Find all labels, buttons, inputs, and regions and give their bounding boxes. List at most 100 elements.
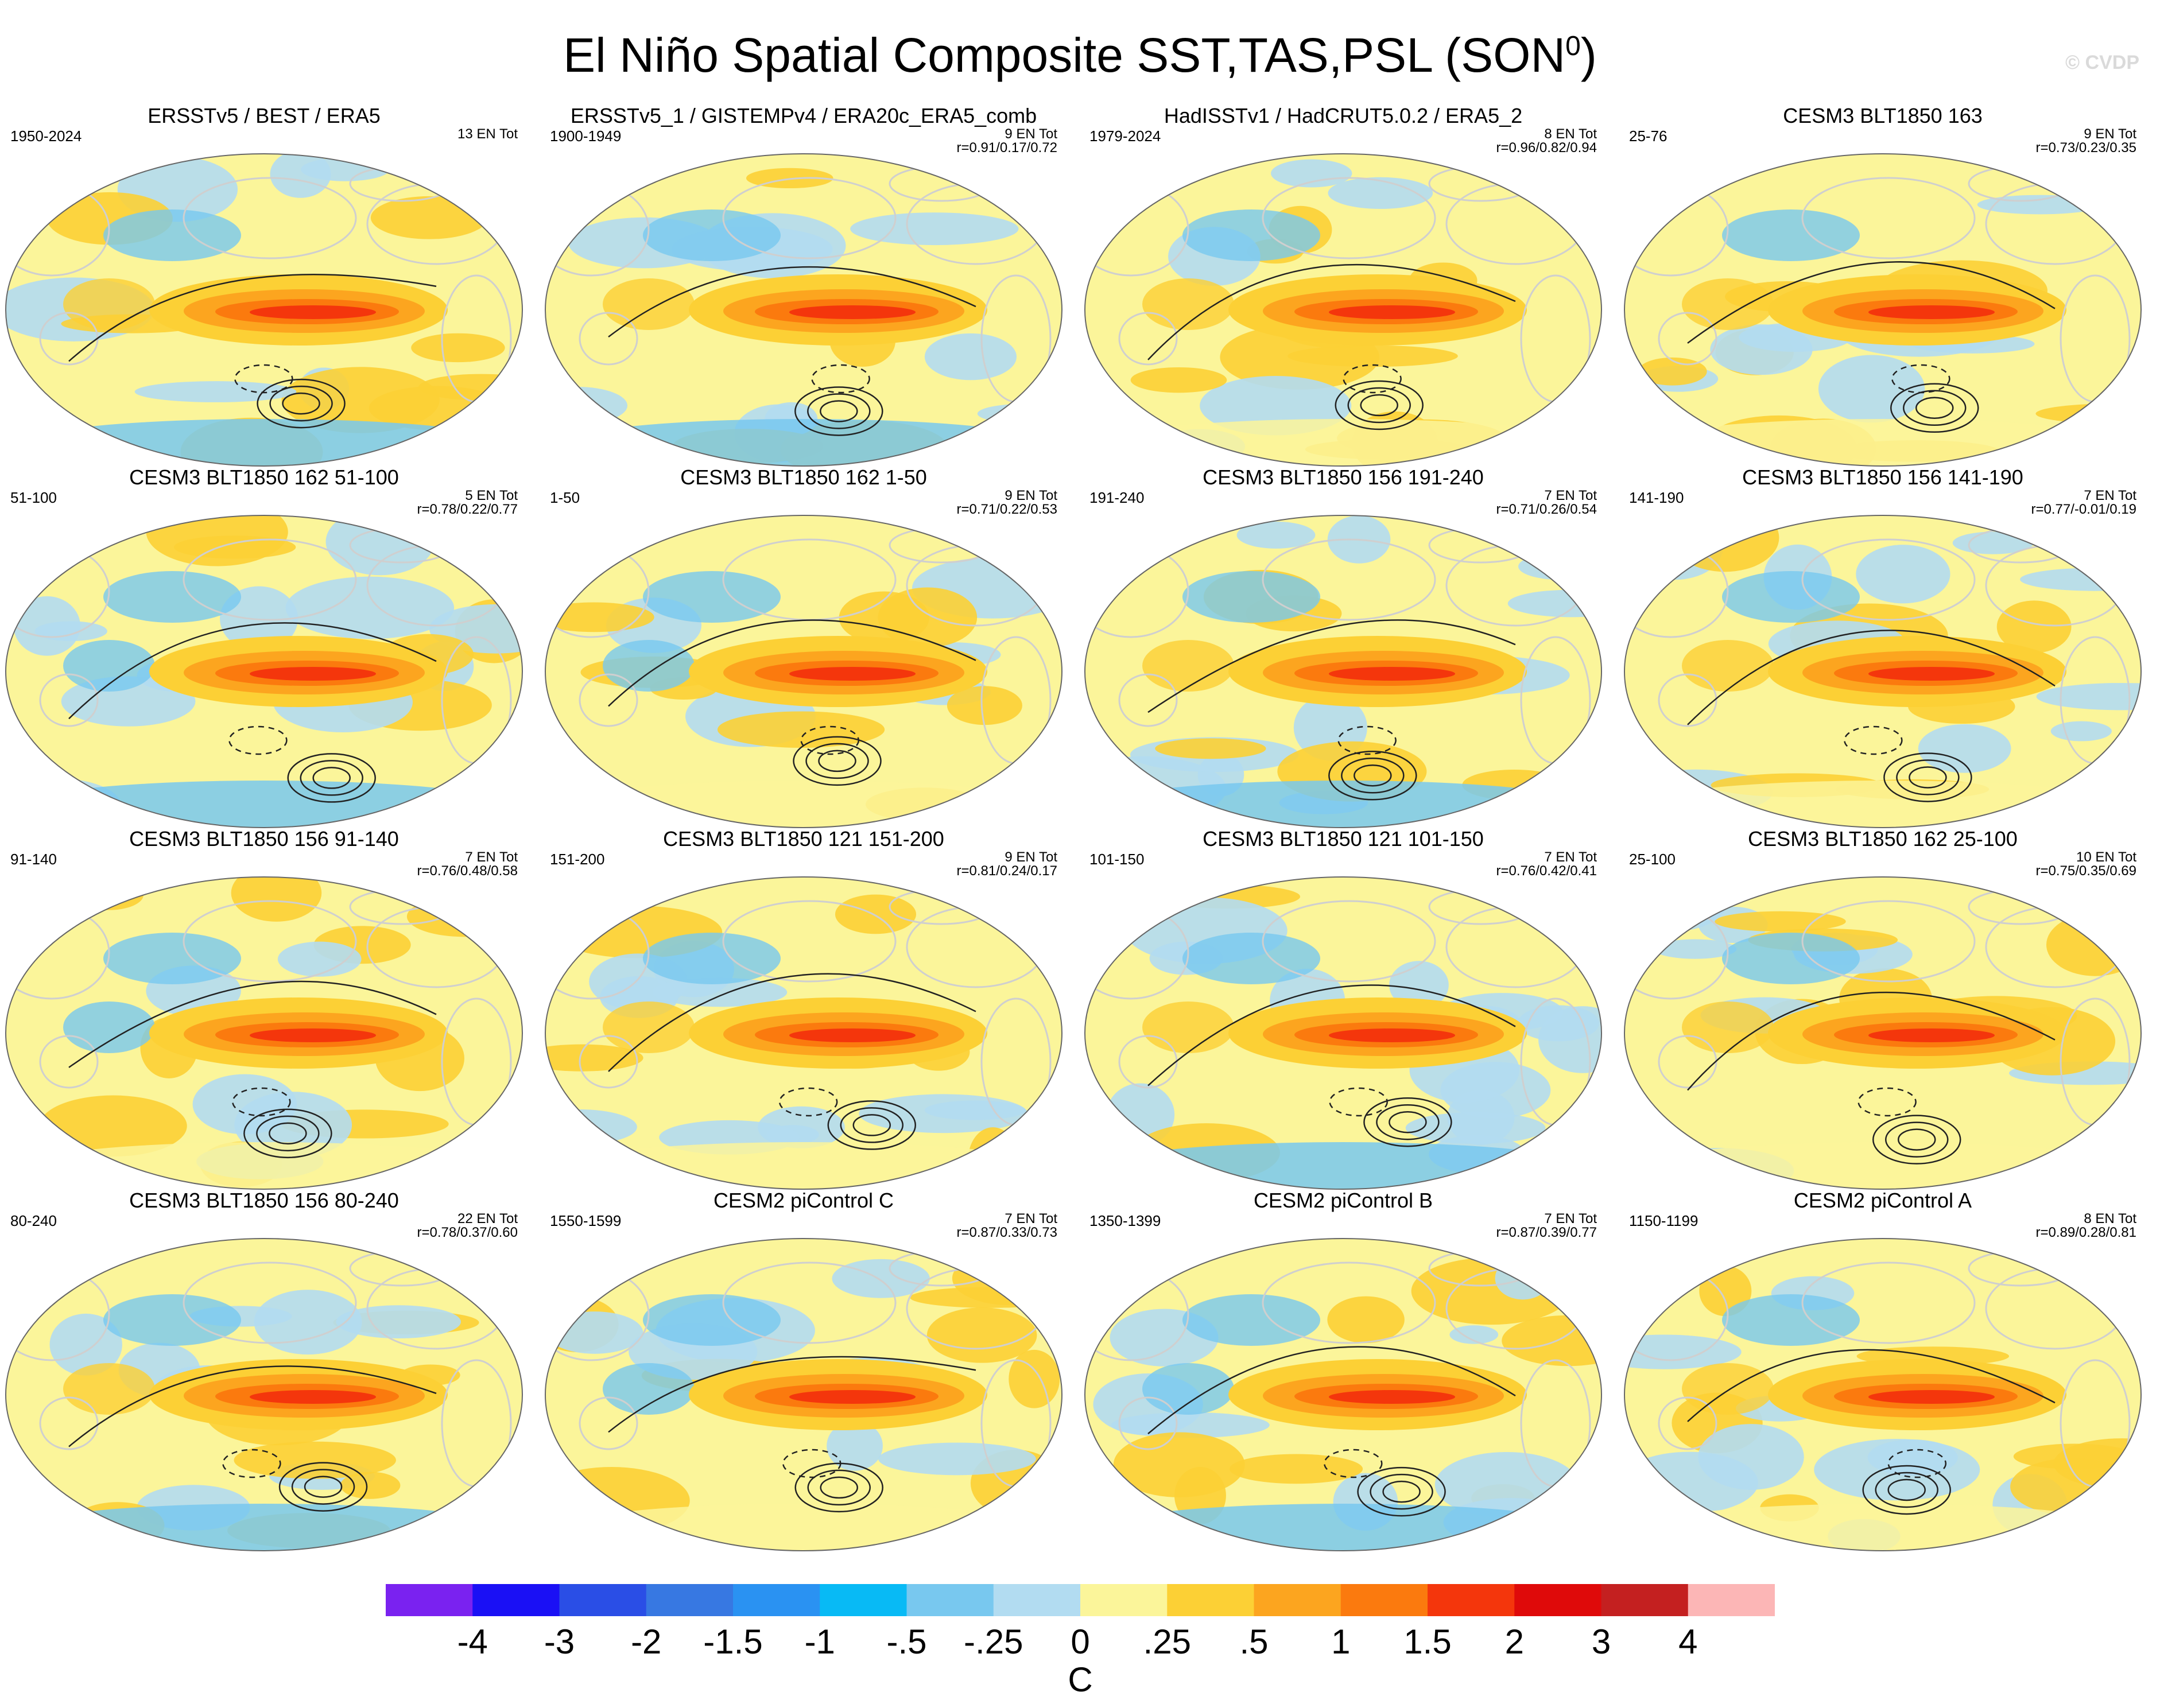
panel-correlation: r=0.71/0.22/0.53	[956, 502, 1057, 517]
colorbar-swatch	[1601, 1584, 1689, 1616]
psl-contour	[1872, 1115, 1961, 1164]
psl-contour	[312, 767, 351, 789]
watermark: © CVDP	[2065, 52, 2139, 73]
robinson-map	[545, 153, 1062, 467]
psl-contour	[243, 1108, 332, 1159]
panel-count: 7 EN Tot	[1544, 849, 1597, 865]
panel-title: CESM2 piControl C	[713, 1189, 894, 1212]
anomaly-patch	[73, 879, 144, 910]
anomaly-patch	[406, 896, 522, 937]
colorbar-swatch	[1080, 1584, 1168, 1616]
nino-core	[1868, 305, 1995, 319]
panel-years: 91-140	[10, 851, 57, 868]
map-panel: CESM2 piControl A 1150-1199 8 EN Tot r=0.89…	[1619, 1188, 2147, 1555]
nino-core	[250, 1028, 376, 1042]
psl-contour-negative	[1329, 1087, 1388, 1117]
coastline	[183, 538, 357, 621]
psl-contour-line	[68, 1365, 437, 1447]
panel-correlation: r=0.76/0.42/0.41	[1496, 863, 1597, 879]
title-superscript: 0	[1565, 31, 1581, 61]
coastline	[579, 312, 638, 366]
figure-title: El Niño Spatial Composite SST,TAS,PSL (S…	[0, 15, 2160, 87]
map-border	[545, 153, 1062, 467]
map-panel: CESM2 piControl C 1550-1599 7 EN Tot r=0.87…	[540, 1188, 1068, 1555]
anomaly-patch	[1449, 1325, 1499, 1344]
map-panel: CESM2 piControl B 1350-1399 7 EN Tot r=0.87…	[1079, 1188, 1607, 1555]
panel-title: HadISSTv1 / HadCRUT5.0.2 / ERA5_2	[1164, 104, 1523, 127]
nino-core	[789, 1390, 916, 1404]
robinson-map	[5, 153, 523, 467]
panel-title: CESM2 piControl B	[1253, 1189, 1433, 1212]
psl-contour-negative	[778, 1087, 838, 1117]
psl-contour	[1887, 1478, 1926, 1501]
coastline	[183, 1261, 357, 1344]
colorbar-swatch	[906, 1584, 994, 1616]
psl-contour	[1370, 1473, 1433, 1510]
psl-contour	[1341, 758, 1405, 794]
coastline	[1801, 900, 1976, 983]
anomaly-patch	[1498, 425, 1596, 465]
southern-ocean-band	[1085, 419, 1601, 466]
psl-contour	[257, 378, 346, 429]
nino-core	[1329, 667, 1455, 681]
psl-contour	[852, 1114, 891, 1136]
psl-contour	[1382, 1480, 1421, 1503]
psl-contour	[1357, 1466, 1446, 1517]
anomaly-patch	[567, 802, 681, 825]
map-panel: ERSSTv5 / BEST / ERA5 1950-2024 13 EN Tot	[0, 103, 528, 471]
panel-title: CESM3 BLT1850 162 25-100	[1748, 827, 2018, 851]
coastline	[1801, 1261, 1976, 1344]
anomaly-patch	[1328, 177, 1433, 209]
nino-core	[789, 1028, 916, 1042]
anomaly-patch	[1638, 357, 1707, 386]
southern-ocean-band	[6, 781, 522, 828]
panel-count: 7 EN Tot	[1544, 488, 1597, 503]
colorbar-swatch	[1340, 1584, 1428, 1616]
map-panel: CESM3 BLT1850 162 25-100 25-100 10 EN Tot r…	[1619, 826, 2147, 1194]
psl-contour	[1884, 1121, 1949, 1158]
psl-contour	[256, 1115, 320, 1152]
north-pacific-patch	[643, 209, 781, 261]
panel-count: 22 EN Tot	[457, 1211, 518, 1226]
robinson-map	[1084, 515, 1602, 828]
panel-years: 25-100	[1629, 851, 1676, 868]
map-border	[5, 1238, 523, 1551]
psl-contour-line	[68, 622, 437, 720]
map-panel: ERSSTv5_1 / GISTEMPv4 / ERA20c_ERA5_comb…	[540, 103, 1068, 471]
colorbar-tick-label: -1.5	[703, 1622, 763, 1661]
colorbar-units: C	[1068, 1660, 1093, 1699]
colorbar-tick-label: .25	[1143, 1622, 1191, 1661]
panel-count: 7 EN Tot	[465, 849, 518, 865]
nino-core	[1868, 667, 1995, 681]
anomaly-patch	[1502, 1315, 1601, 1367]
panel-years: 1150-1199	[1629, 1212, 1698, 1229]
panel-correlation: r=0.71/0.26/0.54	[1496, 502, 1597, 517]
north-pacific-patch	[1722, 209, 1860, 261]
anomaly-patch	[952, 1251, 1062, 1306]
anomaly-patch	[2050, 721, 2112, 742]
map-border	[1624, 876, 2142, 1190]
southern-ocean-band	[545, 419, 1062, 466]
map-panel: CESM3 BLT1850 156 91-140 91-140 7 EN Tot r=…	[0, 826, 528, 1194]
map-panel: CESM3 BLT1850 162 1-50 1-50 9 EN Tot r=0.71…	[540, 465, 1068, 832]
colorbar-swatch	[559, 1584, 647, 1616]
coastline	[1262, 1261, 1436, 1344]
panel-correlation: r=0.77/-0.01/0.19	[2031, 502, 2136, 517]
panel-years: 1979-2024	[1089, 127, 1161, 145]
robinson-map	[545, 515, 1062, 828]
anomaly-patch	[468, 154, 522, 191]
psl-contour-line	[1147, 1346, 1516, 1435]
anomaly-patch	[546, 1311, 643, 1354]
panel-title: CESM3 BLT1850 156 91-140	[129, 827, 399, 851]
psl-contour	[820, 400, 858, 422]
psl-contour-negative	[232, 1087, 291, 1117]
north-pacific-patch	[1182, 209, 1320, 261]
panel-correlation: r=0.89/0.28/0.81	[2035, 1225, 2136, 1240]
anomaly-patch	[285, 576, 455, 639]
panel-count: 7 EN Tot	[2084, 488, 2136, 503]
map-panel: CESM3 BLT1850 162 51-100 51-100 5 EN Tot r=…	[0, 465, 528, 832]
colorbar-tick-label: 4	[1678, 1622, 1698, 1661]
map-border	[5, 515, 523, 828]
southern-ocean-band	[545, 1504, 1062, 1551]
map-panel: HadISSTv1 / HadCRUT5.0.2 / ERA5_2 1979-20…	[1079, 103, 1607, 471]
